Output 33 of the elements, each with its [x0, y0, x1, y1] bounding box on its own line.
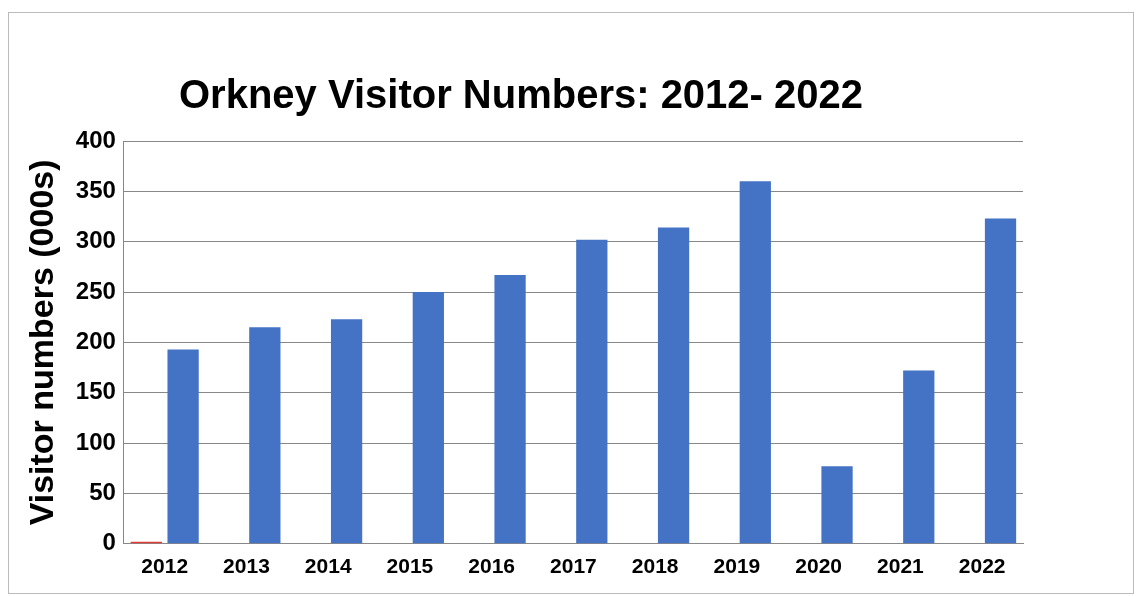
- x-tick-label: 2021: [877, 554, 925, 578]
- chart-title: Orkney Visitor Numbers: 2012- 2022: [178, 72, 864, 117]
- bar: [494, 274, 526, 544]
- bar: [576, 239, 608, 544]
- x-tick-label: 2016: [468, 554, 516, 578]
- x-tick-label: 2013: [223, 554, 270, 578]
- bar: [330, 319, 363, 544]
- x-tick-label: 2017: [550, 554, 597, 578]
- bar: [412, 292, 444, 544]
- y-tick-label: 100: [75, 427, 116, 455]
- y-tick-label: 150: [75, 377, 116, 405]
- x-tick-label: 2020: [795, 554, 843, 578]
- x-tick-label: 2014: [304, 554, 352, 578]
- x-tick-label: 2018: [631, 554, 679, 578]
- y-tick-label: 200: [75, 327, 116, 355]
- x-tick-label: 2019: [713, 554, 761, 578]
- y-tick-label: 400: [75, 125, 116, 153]
- x-tick-label: 2022: [958, 554, 1006, 578]
- bar: [739, 181, 771, 544]
- y-tick-label: 250: [75, 276, 116, 304]
- y-tick-label: 350: [75, 175, 116, 203]
- bar: [167, 349, 199, 544]
- x-tick-label: 2015: [386, 554, 434, 578]
- bar: [249, 327, 281, 544]
- x-tick-label: 2012: [141, 554, 189, 578]
- y-tick-label: 0: [102, 528, 116, 556]
- y-tick-label: 300: [75, 226, 116, 254]
- bar: [984, 218, 1017, 544]
- bar: [657, 227, 690, 544]
- y-axis-title: Visitor numbers (000s): [21, 159, 60, 526]
- bar: [903, 370, 935, 544]
- bar: [821, 466, 853, 544]
- y-tick-label: 50: [89, 478, 116, 506]
